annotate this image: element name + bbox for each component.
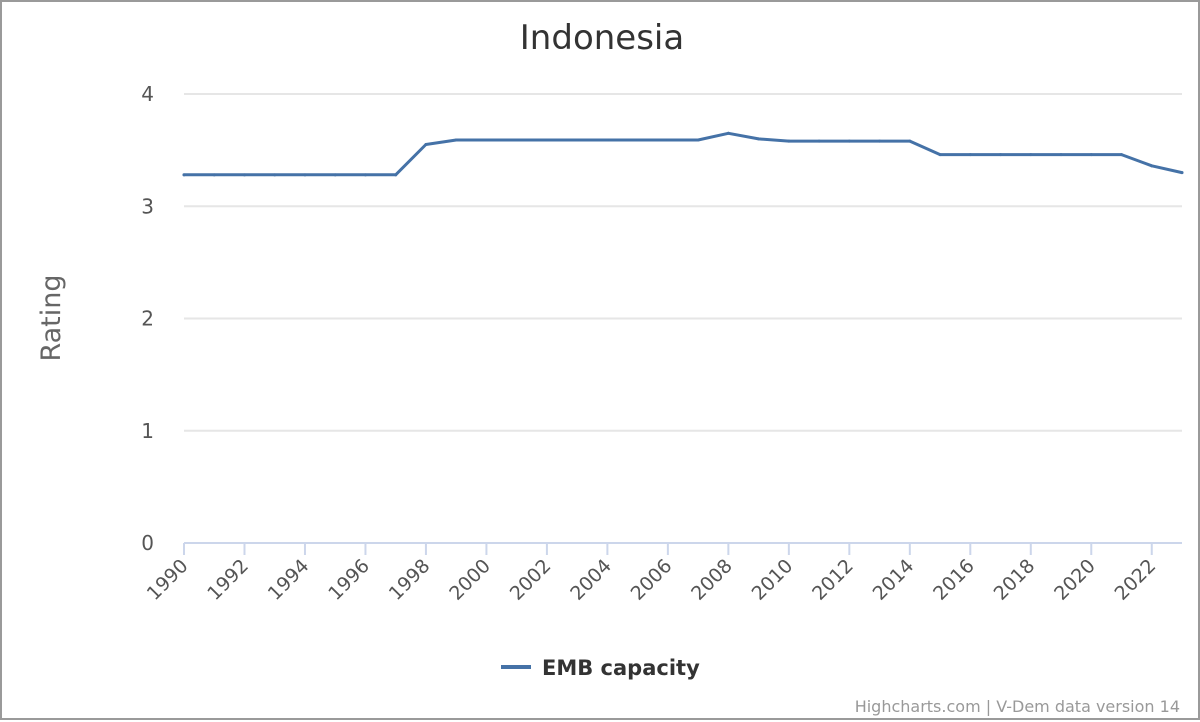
- data-point[interactable]: [394, 173, 398, 177]
- data-point[interactable]: [424, 143, 428, 147]
- x-tick-label: 2008: [687, 555, 737, 605]
- data-point[interactable]: [575, 138, 579, 142]
- data-point[interactable]: [1029, 153, 1033, 157]
- data-point[interactable]: [696, 138, 700, 142]
- series-layer[interactable]: [182, 131, 1184, 177]
- x-tick-label: 1990: [143, 555, 193, 605]
- x-tick-label: 2012: [808, 555, 858, 605]
- data-point[interactable]: [787, 139, 791, 143]
- data-point[interactable]: [515, 138, 519, 142]
- y-tick-label: 2: [141, 307, 154, 331]
- data-point[interactable]: [212, 173, 216, 177]
- data-point[interactable]: [878, 139, 882, 143]
- data-point[interactable]: [1089, 153, 1093, 157]
- data-point[interactable]: [847, 139, 851, 143]
- x-tick-label: 2018: [990, 555, 1040, 605]
- chart-title: Indonesia: [520, 18, 684, 58]
- x-tick-label: 2000: [445, 555, 495, 605]
- data-point[interactable]: [1059, 153, 1063, 157]
- y-tick-label: 4: [141, 82, 154, 106]
- data-point[interactable]: [968, 153, 972, 157]
- data-point[interactable]: [1180, 171, 1184, 175]
- x-tick-label: 1994: [264, 555, 314, 605]
- series-line-emb-capacity[interactable]: [182, 131, 1184, 177]
- x-tick-label: 2010: [748, 555, 798, 605]
- data-point[interactable]: [938, 153, 942, 157]
- x-axis: 1990 1992 1994 1996 1998 2000 2002 2004 2006 2008…: [143, 542, 1182, 605]
- x-tick-label: 2016: [929, 555, 979, 605]
- x-tick-label: 2002: [506, 555, 556, 605]
- data-point[interactable]: [333, 173, 337, 177]
- credits-link[interactable]: Highcharts.com | V-Dem data version 14: [855, 697, 1180, 716]
- data-point[interactable]: [182, 173, 186, 177]
- data-point[interactable]: [363, 173, 367, 177]
- y-axis-ticks: 0 1 2 3 4: [141, 82, 154, 555]
- x-tick-label: 2014: [869, 555, 919, 605]
- data-point[interactable]: [817, 139, 821, 143]
- data-point[interactable]: [666, 138, 670, 142]
- data-point[interactable]: [242, 173, 246, 177]
- gridlines: [184, 93, 1182, 432]
- data-point[interactable]: [908, 139, 912, 143]
- y-axis-label: Rating: [36, 274, 67, 361]
- x-tick-label: 2022: [1111, 555, 1161, 605]
- legend[interactable]: EMB capacity: [501, 656, 700, 680]
- data-point[interactable]: [545, 138, 549, 142]
- x-tick-label: 2020: [1050, 555, 1100, 605]
- y-tick-label: 0: [141, 531, 154, 555]
- data-point[interactable]: [454, 138, 458, 142]
- data-point[interactable]: [1150, 164, 1154, 168]
- data-point[interactable]: [726, 131, 730, 135]
- data-point[interactable]: [484, 138, 488, 142]
- data-point[interactable]: [757, 137, 761, 141]
- data-point[interactable]: [999, 153, 1003, 157]
- y-tick-label: 1: [141, 419, 154, 443]
- y-tick-label: 3: [141, 194, 154, 218]
- x-tick-label: 2004: [566, 555, 616, 605]
- legend-item-emb-capacity[interactable]: EMB capacity: [542, 656, 700, 680]
- x-tick-label: 2006: [627, 555, 677, 605]
- x-tick-label: 1992: [203, 555, 253, 605]
- data-point[interactable]: [273, 173, 277, 177]
- data-point[interactable]: [1120, 153, 1124, 157]
- x-tick-label: 1998: [385, 555, 435, 605]
- data-point[interactable]: [605, 138, 609, 142]
- data-point[interactable]: [636, 138, 640, 142]
- data-point[interactable]: [303, 173, 307, 177]
- x-tick-label: 1996: [324, 555, 374, 605]
